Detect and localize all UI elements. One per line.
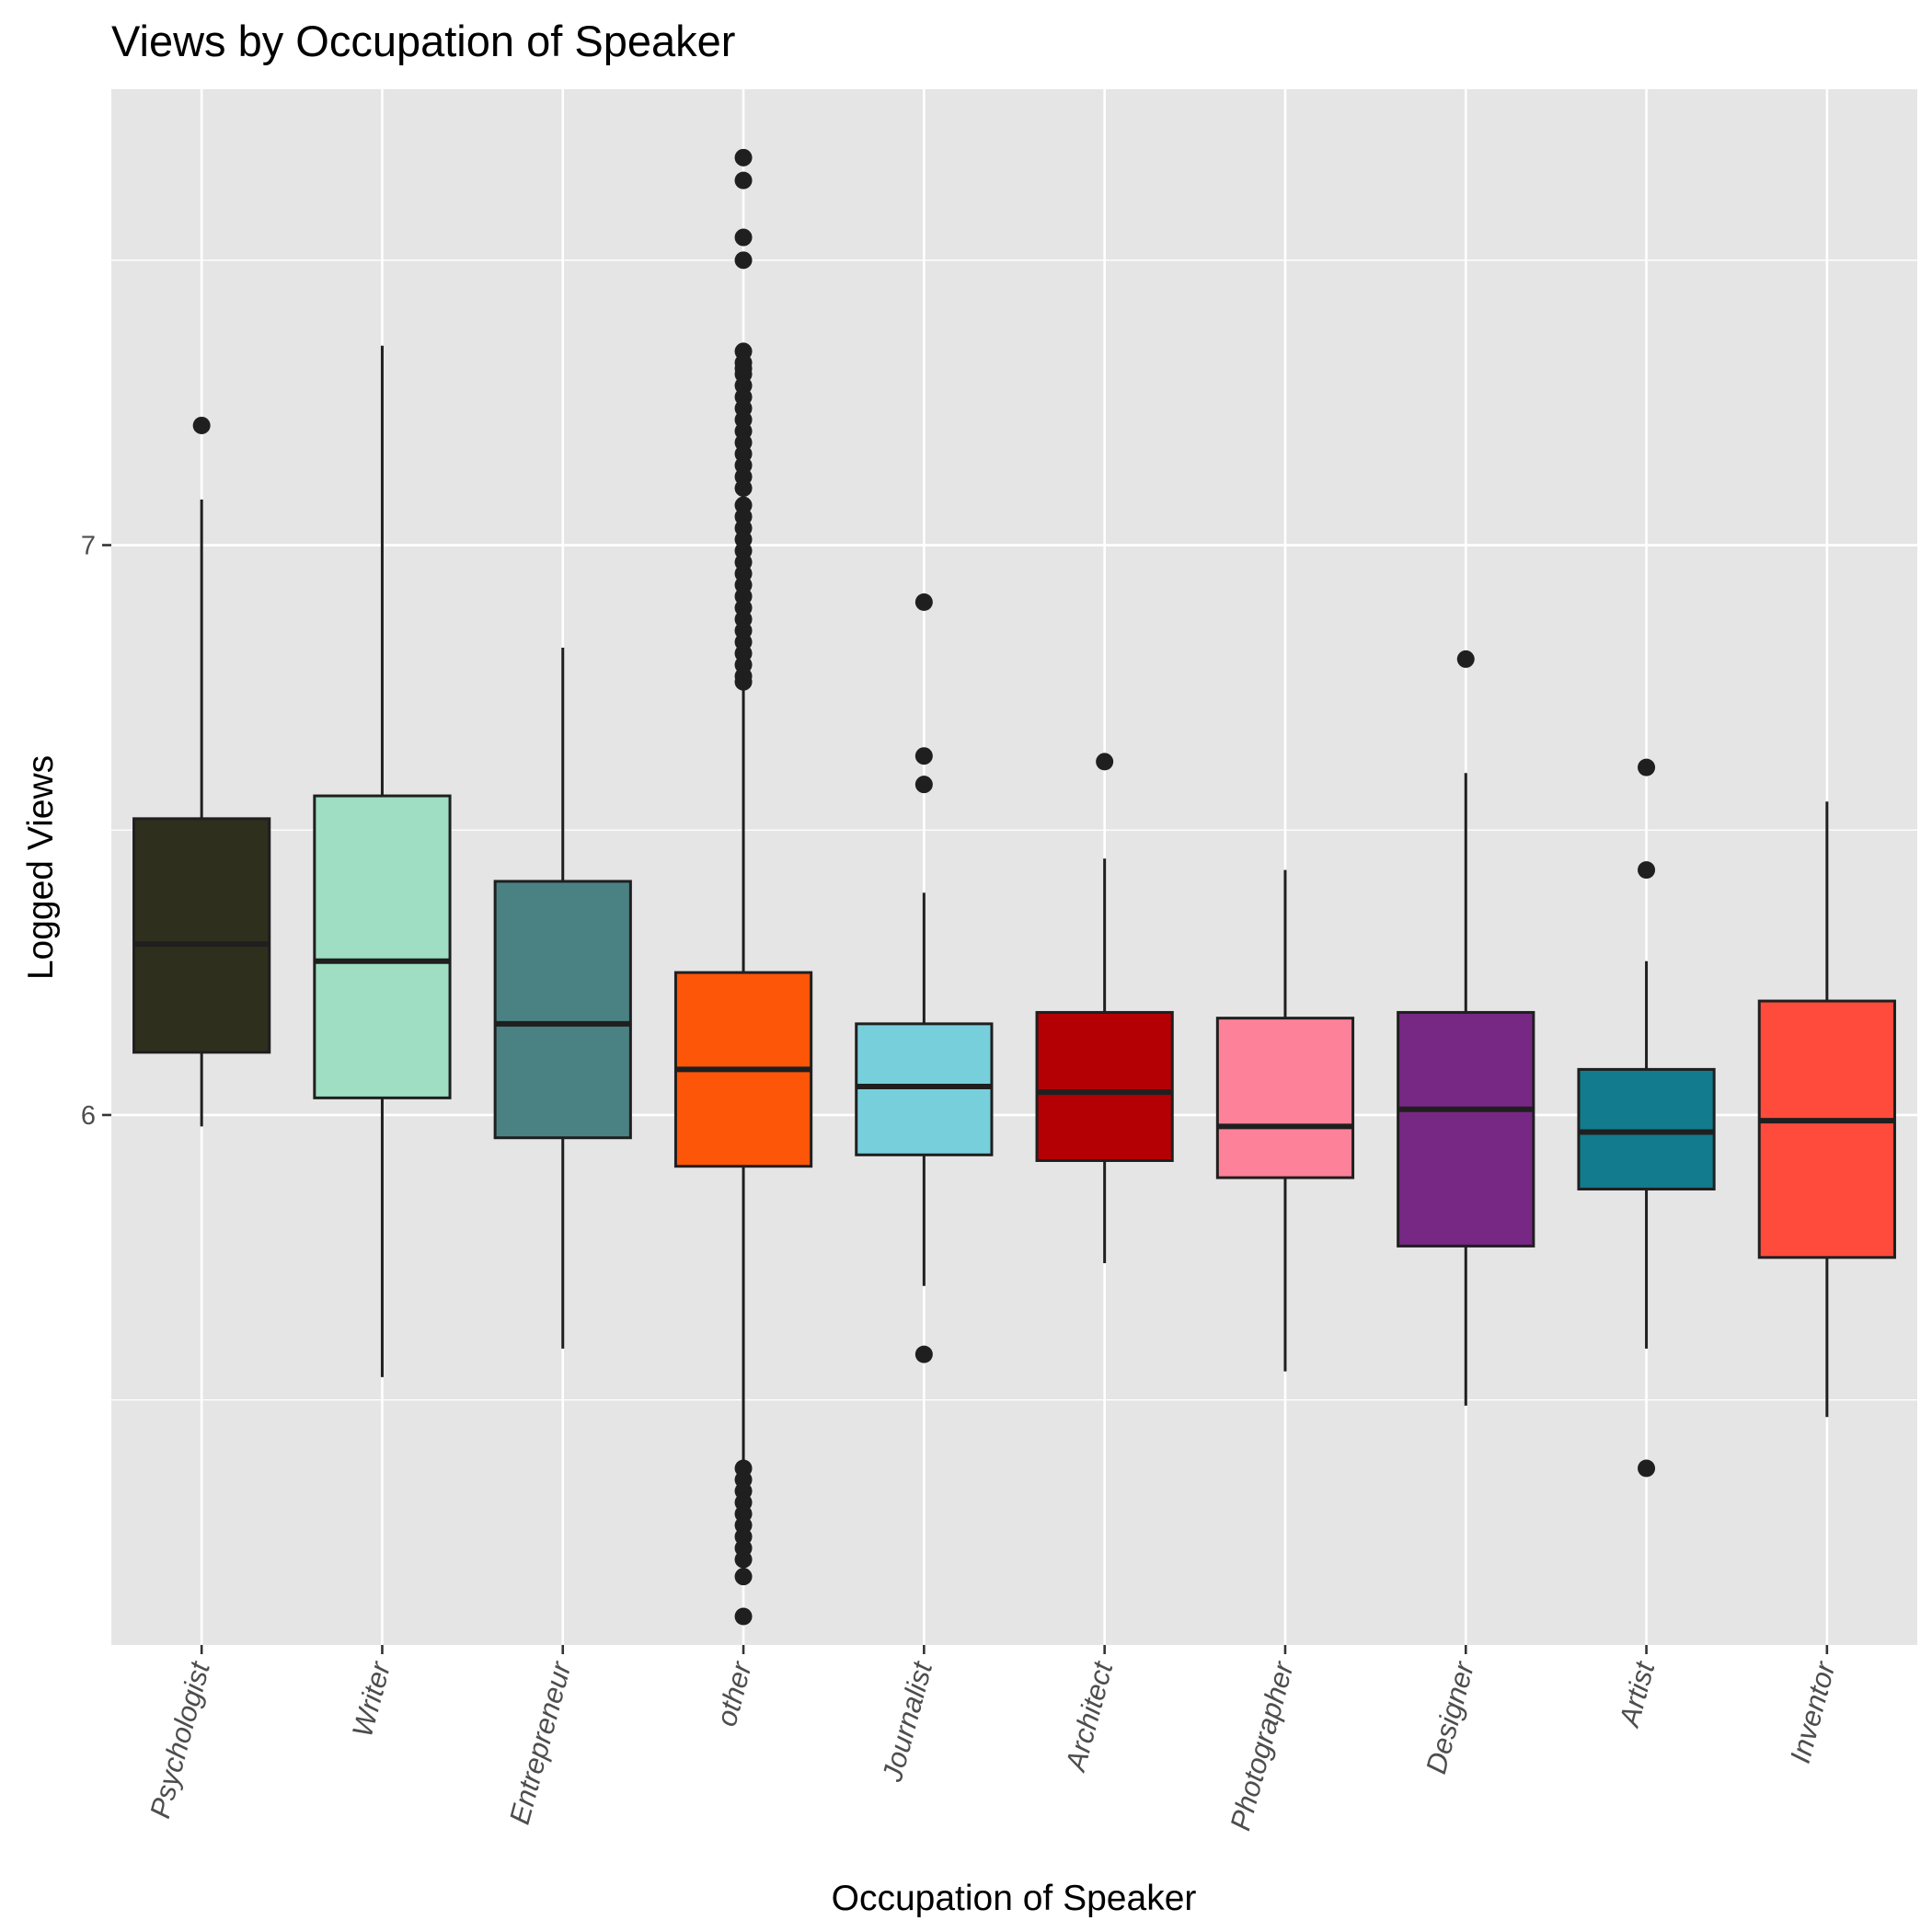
box [1035,1010,1174,1162]
box [493,880,632,1140]
outlier-point [734,171,753,190]
outlier-point [734,148,753,167]
outlier-point [914,592,933,611]
outlier-point [1096,753,1114,771]
outlier-point [192,416,211,434]
box-group-inventor [1757,801,1896,1418]
box [855,1022,994,1156]
outlier-point [914,1345,933,1363]
box-group-artist [1577,758,1716,1478]
box [1577,1067,1716,1190]
boxes [132,148,1896,1626]
box [313,794,452,1099]
outlier-point [914,747,933,765]
y-tick-label: 6 [81,1101,96,1131]
outlier-point [734,479,753,498]
outlier-point [914,776,933,794]
box [132,817,271,1054]
outlier-point [1456,650,1475,668]
box-group-psychologist [132,416,271,1127]
box [1397,1010,1535,1248]
outlier-point [1638,861,1656,880]
x-axis-title: Occupation of Speaker [832,1879,1197,1918]
box-group-writer [313,345,452,1377]
box-group-architect [1035,753,1174,1263]
chart-title: Views by Occupation of Speaker [111,17,735,65]
outlier-point [734,1550,753,1569]
outlier-point [734,673,753,691]
outlier-point [734,1607,753,1626]
box-group-other [673,148,813,1626]
outlier-point [1638,1459,1656,1478]
outlier-point [734,228,753,247]
y-tick-label: 7 [81,532,96,561]
box [1757,999,1896,1259]
box-group-journalist [855,592,994,1363]
y-axis: 67 [81,532,111,1131]
outlier-point [1638,758,1656,776]
box-group-photographer [1215,869,1355,1372]
outlier-point [734,1568,753,1586]
box [1215,1017,1355,1179]
box-group-entrepreneur [493,648,632,1349]
box-group-designer [1397,650,1535,1406]
y-axis-title: Logged Views [21,755,61,980]
outlier-point [734,251,753,270]
